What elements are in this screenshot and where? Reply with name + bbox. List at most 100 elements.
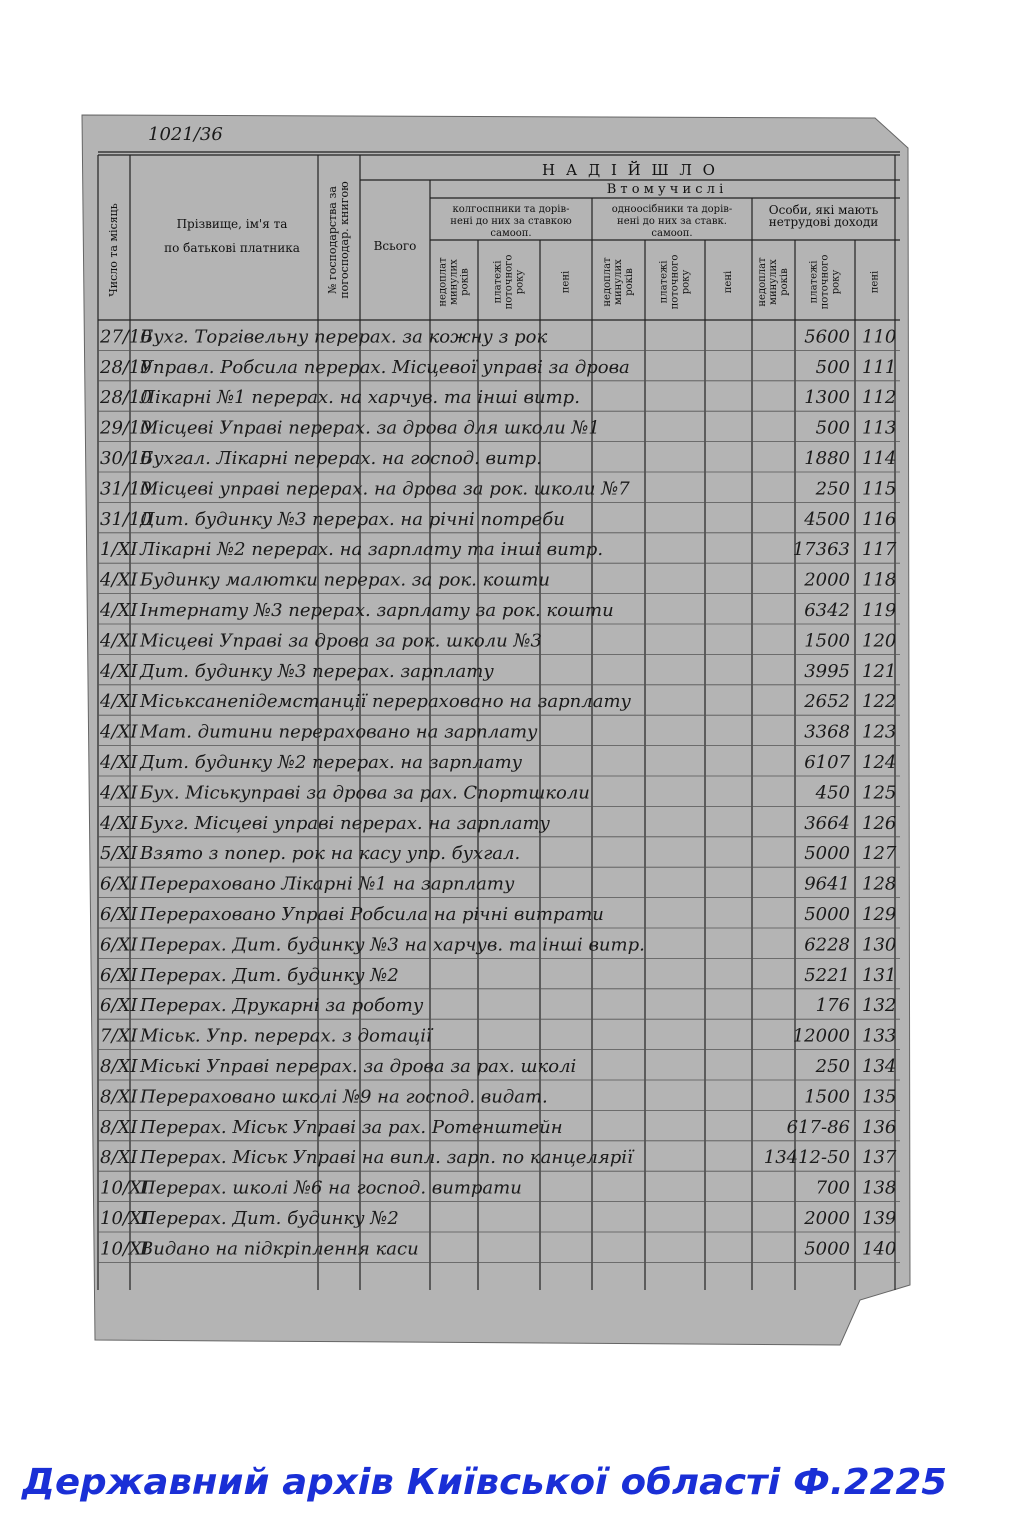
row-date: 4/XI bbox=[99, 570, 138, 591]
row-date: 6/XI bbox=[100, 904, 138, 925]
row-amount: 5600 bbox=[804, 326, 850, 347]
row-date: 4/XI bbox=[99, 752, 138, 773]
row-description: Мат. дитини перераховано на зарплату bbox=[139, 722, 538, 743]
row-amount: 12000 bbox=[793, 1026, 850, 1047]
household-label: погосподар. книгою bbox=[338, 181, 351, 299]
row-number: 117 bbox=[862, 539, 897, 560]
row-amount: 2000 bbox=[803, 570, 850, 591]
row-date: 4/XI bbox=[99, 722, 138, 743]
sub-label: минулих bbox=[449, 259, 460, 305]
row-number: 131 bbox=[862, 965, 896, 986]
row-number: 112 bbox=[862, 387, 896, 408]
row-number: 134 bbox=[862, 1056, 896, 1077]
row-description: Видано на підкріплення каси bbox=[139, 1238, 419, 1259]
sub-label: платежі bbox=[493, 261, 504, 304]
row-number: 130 bbox=[862, 934, 896, 955]
row-description: Дит. будинку №2 перерах. на зарплату bbox=[139, 752, 523, 773]
row-date: 31/10 bbox=[100, 478, 152, 499]
sub-label: року bbox=[831, 270, 842, 295]
sub-label: платежі bbox=[809, 261, 820, 304]
row-description: Міськсанепідемстанції перераховано на за… bbox=[139, 691, 632, 712]
row-number: 140 bbox=[862, 1238, 896, 1259]
row-number: 139 bbox=[862, 1208, 896, 1229]
row-number: 126 bbox=[862, 813, 896, 834]
row-amount: 500 bbox=[816, 418, 850, 439]
row-description: Перераховано школі №9 на господ. видат. bbox=[139, 1086, 548, 1107]
row-date: 8/XI bbox=[100, 1086, 138, 1107]
row-description: Бухг. Місцеві управі перерах. на зарплат… bbox=[139, 813, 551, 834]
row-date: 30/10 bbox=[100, 448, 152, 469]
group-title: нетрудові доходи bbox=[769, 215, 879, 229]
received-heading: Н А Д І Й Ш Л О bbox=[542, 160, 718, 179]
sub-label: минулих bbox=[613, 259, 624, 305]
row-number: 120 bbox=[862, 630, 896, 651]
row-number: 123 bbox=[862, 722, 896, 743]
row-date: 29/10 bbox=[99, 418, 152, 439]
row-date: 10/XI bbox=[100, 1178, 150, 1199]
row-number: 114 bbox=[862, 448, 896, 469]
row-date: 4/XI bbox=[99, 813, 138, 834]
date-label: Число та місяць bbox=[107, 203, 120, 296]
total-label: Всього bbox=[374, 239, 417, 253]
group-title: нені до них за ставк. bbox=[617, 216, 727, 227]
row-date: 10/XI bbox=[100, 1208, 150, 1229]
sub-label: пені bbox=[561, 271, 572, 293]
row-description: Управл. Робсила перерах. Місцевої управі… bbox=[140, 357, 630, 378]
row-date: 8/XI bbox=[100, 1147, 138, 1168]
row-amount: 6342 bbox=[804, 600, 850, 621]
row-number: 125 bbox=[862, 782, 896, 803]
row-description: Перерах. школі №6 на господ. витрати bbox=[139, 1178, 522, 1199]
row-number: 132 bbox=[862, 995, 896, 1016]
row-amount: 4500 bbox=[803, 509, 850, 530]
table-grid bbox=[97, 151, 900, 1290]
row-description: Перерах. Дит. будинку №2 bbox=[139, 1208, 399, 1229]
annotation: 1021/36 bbox=[148, 124, 223, 145]
row-description: Лікарні №2 перерах. на зарплату та інші … bbox=[139, 539, 603, 560]
row-date: 6/XI bbox=[100, 874, 138, 895]
row-amount: 1500 bbox=[804, 630, 850, 651]
row-description: Взято з попер. рок на касу упр. бухгал. bbox=[139, 843, 520, 864]
row-number: 121 bbox=[862, 661, 896, 682]
row-description: Бухг. Торгівельну перерах. за кожну з ро… bbox=[139, 326, 547, 347]
sub-label: поточного bbox=[504, 255, 515, 310]
sub-label: років bbox=[624, 268, 635, 296]
row-date: 10/XI bbox=[100, 1238, 150, 1259]
name-label: Прізвище, ім'я та bbox=[177, 217, 288, 231]
group-title: нені до них за ставкою bbox=[450, 216, 572, 227]
row-amount: 13412-50 bbox=[764, 1147, 850, 1168]
row-date: 5/XI bbox=[100, 843, 138, 864]
group-title: одноосібники та дорів- bbox=[612, 204, 733, 215]
row-date: 4/XI bbox=[99, 691, 138, 712]
sub-label: пені bbox=[870, 271, 881, 293]
row-date: 7/XI bbox=[100, 1026, 138, 1047]
row-number: 128 bbox=[862, 874, 896, 895]
row-date: 31/10 bbox=[100, 509, 152, 530]
row-number: 138 bbox=[862, 1178, 896, 1199]
row-description: Дит. будинку №3 перерах. зарплату bbox=[139, 661, 494, 682]
row-description: Перераховано Лікарні №1 на зарплату bbox=[139, 874, 515, 895]
row-number: 129 bbox=[862, 904, 896, 925]
sub-label: років bbox=[779, 268, 790, 296]
row-amount: 5000 bbox=[804, 1238, 850, 1259]
group-title: колгоспники та дорів- bbox=[452, 204, 569, 215]
row-amount: 3664 bbox=[804, 813, 850, 834]
row-description: Лікарні №1 перерах. на харчув. та інші в… bbox=[139, 387, 580, 408]
row-number: 116 bbox=[862, 509, 896, 530]
row-date: 6/XI bbox=[100, 965, 138, 986]
row-amount: 6107 bbox=[804, 752, 850, 773]
row-description: Бух. Міськуправі за дрова за рах. Спортш… bbox=[139, 782, 590, 803]
row-amount: 250 bbox=[815, 1056, 850, 1077]
row-date: 4/XI bbox=[99, 782, 138, 803]
row-amount: 176 bbox=[816, 995, 850, 1016]
row-amount: 5000 bbox=[804, 904, 850, 925]
sub-label: недоплат bbox=[757, 257, 768, 307]
row-number: 113 bbox=[862, 418, 896, 439]
row-description: Бухгал. Лікарні перерах. на господ. витр… bbox=[139, 448, 542, 469]
row-date: 6/XI bbox=[100, 934, 138, 955]
table-content: Число та місяць № господарства за погоспод… bbox=[99, 181, 897, 1259]
row-amount: 700 bbox=[816, 1178, 850, 1199]
sub-label: платежі bbox=[659, 261, 670, 304]
row-number: 133 bbox=[862, 1026, 896, 1047]
row-amount: 5221 bbox=[804, 965, 850, 986]
row-number: 118 bbox=[862, 570, 896, 591]
